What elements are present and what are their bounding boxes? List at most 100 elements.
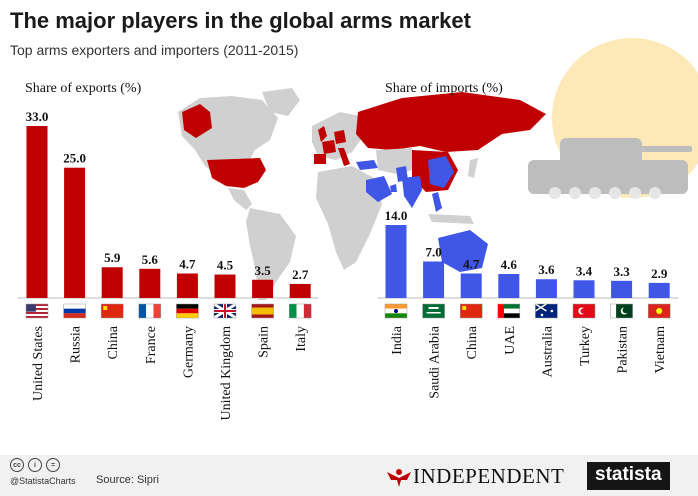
imports-category-label: Australia bbox=[540, 325, 555, 377]
germany-flag-icon bbox=[176, 303, 199, 319]
italy-flag-icon bbox=[288, 303, 312, 319]
exports-category-label: United States bbox=[31, 326, 46, 401]
spain-flag-icon bbox=[251, 303, 274, 319]
imports-bar-india bbox=[385, 225, 407, 298]
creative-commons-icon: cc bbox=[10, 458, 24, 472]
cc-license-icons: cc i = bbox=[10, 458, 60, 472]
vietnam-flag-icon bbox=[647, 303, 671, 319]
imports-bar-australia bbox=[535, 279, 557, 298]
exports-category-label: Russia bbox=[69, 325, 84, 363]
exports-flags bbox=[25, 302, 312, 320]
exports-value-label: 4.5 bbox=[217, 258, 234, 273]
exports-value-label: 3.5 bbox=[254, 263, 271, 278]
map-russia bbox=[356, 92, 546, 152]
imports-bar-saudi-arabia bbox=[423, 261, 445, 298]
exports-bar-spain bbox=[252, 279, 274, 298]
map-uae bbox=[390, 184, 397, 192]
exports-category-label: Italy bbox=[294, 326, 309, 352]
exports-bar-united-kingdom bbox=[214, 274, 236, 298]
us-flag-icon bbox=[25, 303, 49, 319]
map-usa bbox=[207, 158, 266, 188]
exports-category-label: China bbox=[106, 325, 121, 359]
imports-category-label: Vietnam bbox=[653, 326, 668, 373]
no-derivatives-icon: = bbox=[46, 458, 60, 472]
imports-bar-uae bbox=[498, 274, 520, 298]
imports-panel-title: Share of imports (%) bbox=[385, 81, 503, 96]
turkey-flag-icon bbox=[572, 303, 596, 319]
map-italy bbox=[338, 148, 350, 166]
imports-bars: 14.0 7.0 4.7 4.6 3.6 3.4 3.3 2.9 bbox=[385, 208, 670, 298]
map-india bbox=[402, 176, 422, 208]
imports-category-label: UAE bbox=[503, 326, 518, 355]
map-turkey bbox=[356, 160, 378, 170]
imports-bar-pakistan bbox=[611, 280, 633, 298]
pakistan-flag-icon bbox=[610, 303, 633, 319]
chart-title: The major players in the global arms mar… bbox=[10, 8, 471, 33]
saudi-arabia-flag-icon bbox=[422, 303, 445, 319]
statista-logo: statista bbox=[587, 462, 670, 490]
tank-icon bbox=[528, 138, 692, 199]
chart-canvas: Share of exports (%) Share of imports (%… bbox=[18, 38, 698, 421]
footer-source: Source: Sipri bbox=[96, 474, 159, 486]
map-australia bbox=[438, 230, 488, 272]
india-flag-icon bbox=[384, 303, 408, 319]
imports-category-label: Turkey bbox=[578, 326, 593, 366]
map-france bbox=[322, 140, 336, 154]
exports-value-label: 33.0 bbox=[26, 109, 49, 124]
map-germany bbox=[334, 130, 346, 144]
map-africa bbox=[316, 166, 382, 270]
france-flag-icon bbox=[138, 303, 162, 319]
map-saudi-arabia bbox=[366, 176, 392, 202]
exports-bar-germany bbox=[176, 273, 198, 298]
imports-category-label: India bbox=[390, 325, 405, 355]
exports-value-label: 25.0 bbox=[63, 151, 86, 166]
map-alaska bbox=[182, 104, 212, 138]
world-map bbox=[178, 88, 546, 300]
imports-value-label: 14.0 bbox=[385, 208, 408, 223]
map-indonesia bbox=[428, 214, 474, 224]
eagle-icon bbox=[387, 468, 411, 487]
imports-value-label: 4.7 bbox=[463, 257, 480, 272]
imports-value-label: 4.6 bbox=[501, 257, 518, 272]
map-central-asia bbox=[376, 148, 420, 174]
exports-panel-title: Share of exports (%) bbox=[25, 81, 142, 96]
exports-value-label: 5.9 bbox=[104, 250, 121, 265]
exports-category-label: Germany bbox=[181, 326, 196, 378]
imports-value-label: 3.6 bbox=[538, 262, 555, 277]
china-flag-icon bbox=[459, 303, 483, 319]
map-vietnam bbox=[432, 192, 442, 212]
imports-bar-turkey bbox=[573, 280, 595, 298]
imports-category-label: China bbox=[465, 325, 480, 359]
exports-bar-china bbox=[101, 267, 123, 298]
exports-category-label: United Kingdom bbox=[219, 326, 234, 421]
exports-bars: 33.0 25.0 5.9 5.6 4.7 4.5 3.5 2.7 bbox=[26, 109, 311, 298]
exports-bar-italy bbox=[289, 283, 311, 298]
imports-category-label: Pakistan bbox=[616, 326, 631, 373]
imports-value-label: 7.0 bbox=[425, 245, 441, 260]
uk-flag-icon bbox=[213, 302, 237, 320]
independent-wordmark: INDEPENDENT bbox=[413, 464, 565, 488]
map-china-import bbox=[428, 156, 454, 188]
exports-value-label: 4.7 bbox=[179, 257, 196, 272]
map-greenland bbox=[262, 88, 300, 116]
russia-flag-icon bbox=[63, 303, 86, 319]
map-south-america bbox=[246, 208, 296, 300]
map-central-america bbox=[228, 188, 252, 210]
map-japan bbox=[468, 158, 478, 178]
independent-logo: INDEPENDENT bbox=[385, 464, 564, 489]
imports-flags bbox=[384, 303, 671, 319]
exports-category-label: Spain bbox=[257, 326, 272, 358]
footer-bar bbox=[0, 455, 698, 496]
exports-labels: United States Russia China France Germany Uni… bbox=[31, 325, 309, 420]
china-flag-icon bbox=[100, 303, 124, 319]
imports-bar-vietnam bbox=[648, 282, 670, 298]
map-uk bbox=[318, 126, 327, 142]
exports-bar-russia bbox=[64, 167, 86, 298]
imports-value-label: 3.3 bbox=[613, 264, 630, 279]
uae-flag-icon bbox=[497, 303, 521, 319]
imports-labels: India Saudi Arabia China UAE Australia Turkey… bbox=[390, 325, 668, 399]
exports-bar-united-states bbox=[26, 126, 48, 298]
exports-bar-france bbox=[139, 268, 161, 298]
exports-category-label: France bbox=[144, 326, 159, 364]
imports-value-label: 3.4 bbox=[576, 263, 593, 278]
